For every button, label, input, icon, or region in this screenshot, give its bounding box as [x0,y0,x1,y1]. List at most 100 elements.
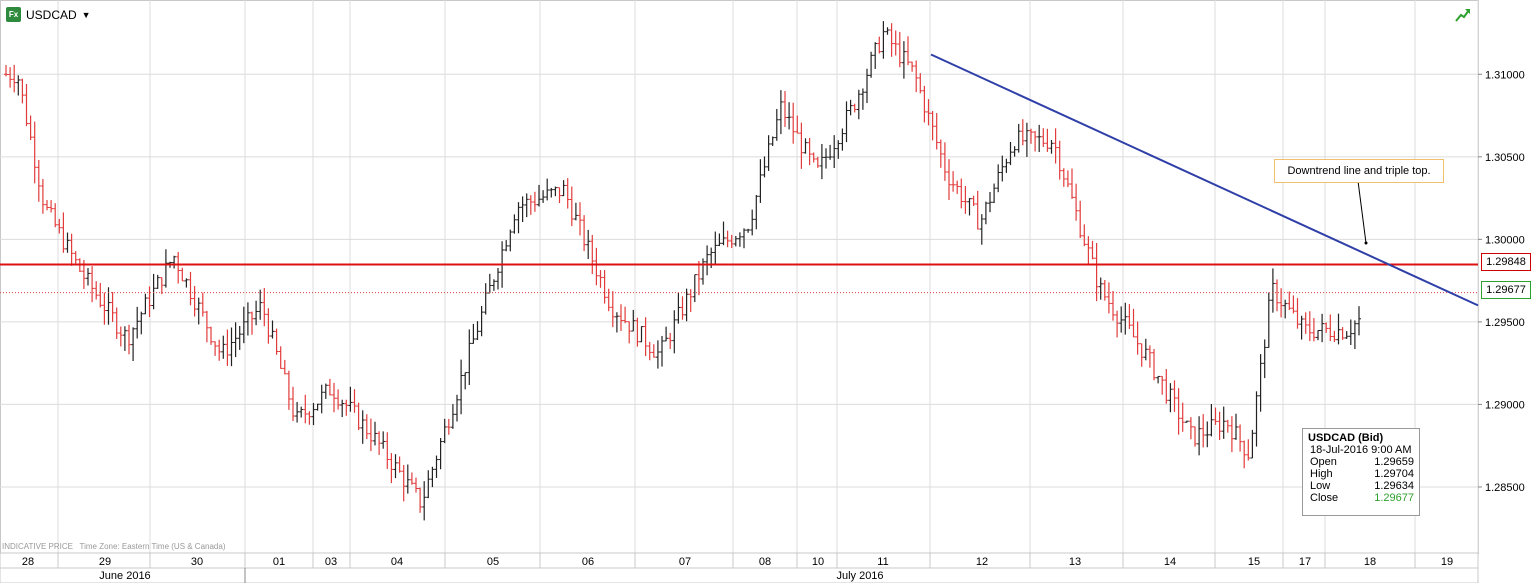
ohlc-bar [360,410,365,444]
ohlc-bar [344,399,349,416]
ohlc-bar [988,192,992,213]
ohlc-bar [963,185,968,214]
ohlc-bar [409,472,414,485]
ohlc-bar [496,267,500,290]
ohlc-bar [512,214,517,234]
ohlc-bar [118,326,123,347]
ohlc-bar [532,191,537,212]
ohlc-bar [664,326,669,342]
ohlc-bar [1201,414,1206,448]
ohlc-bar [323,383,328,399]
drawn-lines[interactable] [0,53,1479,307]
ohlc-bar [364,414,369,440]
ohlc-bar [934,113,939,150]
ohlc-bar [1287,291,1292,310]
ohlc-bar [1012,146,1017,157]
ohlc-bar [524,193,529,218]
ohlc-bar [655,340,660,369]
ohlc-bar [906,36,910,66]
ohlc-bar [922,85,927,123]
ohlc-bar [303,394,308,424]
ohlc-bar [442,418,447,444]
caret-down-icon[interactable]: ▼ [81,9,91,20]
ohlc-bar [122,326,127,351]
ohlc-bar [774,108,779,141]
y-tick-label: 1.30500 [1485,152,1525,164]
resistance-price-tag: 1.29848 [1481,253,1531,271]
tooltip-low-row: Low 1.29634 [1308,480,1414,492]
tooltip-title: USDCAD (Bid) [1308,432,1384,444]
ohlc-bar [1324,322,1329,333]
ohlc-bar [975,190,980,230]
ohlc-bar [1250,429,1255,459]
ohlc-bar [766,135,771,171]
ohlc-bar [1291,295,1296,314]
ohlc-bar [553,186,558,197]
ohlc-bar [147,286,152,318]
ohlc-bar [1311,318,1316,342]
ohlc-bar [381,431,386,449]
ohlc-bar [1229,416,1234,453]
ohlc-bar [549,187,554,198]
x-day-label: 12 [976,556,988,568]
ohlc-bar [873,42,878,69]
ohlc-bar [639,326,644,343]
ohlc-bar [110,292,115,322]
ohlc-bar [1065,170,1070,188]
ohlc-bar [971,195,976,206]
ohlc-bar [647,341,652,361]
ohlc-bar [438,438,443,470]
ohlc-bar [799,122,804,169]
tooltip-open-label: Open [1310,456,1337,468]
x-day-label: 06 [582,556,594,568]
ohlc-bar [951,171,956,192]
tooltip-close-row: Close 1.29677 [1308,492,1414,504]
ohlc-bar [459,359,464,415]
ohlc-bar [836,140,841,159]
ohlc-bars [4,21,1361,521]
ohlc-bar [1266,292,1271,348]
ohlc-bar [274,328,279,355]
x-day-label: 19 [1441,556,1453,568]
ohlc-bar [204,310,209,343]
ohlc-bar [614,312,619,333]
ohlc-bar [635,317,640,347]
ohlc-bar [528,195,533,215]
ohlc-bar [213,341,218,356]
annotation-label[interactable]: Downtrend line and triple top. [1274,159,1444,183]
annotation-pointer [1357,180,1367,244]
instrument-label[interactable]: USDCAD [26,7,77,22]
ohlc-bar [1246,439,1251,461]
ohlc-bar [49,200,54,213]
ohlc-bar [291,386,295,422]
ohlc-bar [573,202,578,221]
x-day-label: 11 [877,556,888,568]
ohlc-bar [430,466,435,488]
ohlc-bar [393,454,398,479]
ohlc-bar [680,296,685,320]
ohlc-bar [245,302,250,336]
ohlc-bar [1000,155,1005,182]
ohlc-bar [1197,416,1202,456]
ohlc-bar [180,267,185,282]
x-day-label: 18 [1364,556,1376,568]
ohlc-bar [856,89,861,120]
ohlc-bar [86,268,90,286]
ohlc-bar [1139,343,1144,367]
x-day-label: 08 [759,556,771,568]
ohlc-bar [1270,268,1275,313]
ohlc-bar [1205,421,1210,448]
ohlc-bar [426,470,431,499]
ohlc-bar [701,258,705,285]
trend-up-arrow-icon[interactable] [1455,8,1471,22]
ohlc-bar [352,389,357,413]
ohlc-bar [1340,327,1345,340]
ohlc-bar [1119,306,1124,333]
ohlc-bar [45,200,49,211]
x-day-label: 10 [812,556,824,568]
ohlc-bar [1102,280,1107,301]
instrument-header[interactable]: Fx USDCAD ▼ [6,7,91,22]
ohlc-bar [90,266,95,303]
ohlc-bar [889,23,894,57]
